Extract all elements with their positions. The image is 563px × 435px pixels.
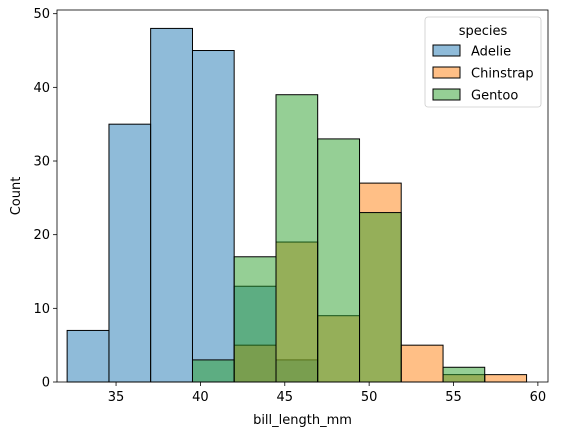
- y-axis-label: Count: [9, 177, 24, 216]
- legend-items: Adelie Chinstrap Gentoo: [432, 44, 534, 104]
- x-tick-label: 40: [192, 390, 209, 405]
- bar-chinstrap-8: [400, 344, 444, 383]
- y-tick-label: 0: [42, 376, 50, 391]
- bar-adelie-2: [150, 27, 193, 383]
- bar-gentoo-9: [442, 366, 486, 383]
- bar-gentoo-6: [317, 138, 361, 383]
- legend-swatch-chinstrap: [432, 66, 461, 79]
- bar-adelie-0: [66, 329, 110, 383]
- legend-title: species: [459, 24, 508, 39]
- bar-gentoo-7: [359, 212, 402, 383]
- y-tick-label: 10: [33, 302, 50, 317]
- x-tick-label: 45: [277, 390, 294, 405]
- y-axis-ticks: 0 10 20 30 40 50: [33, 7, 57, 391]
- x-tick-label: 60: [530, 390, 547, 405]
- plot-area: 35 40 45 50 55 60 0 10 20 30 40 50: [33, 7, 549, 405]
- x-axis-label: bill_length_mm: [253, 413, 352, 428]
- bar-gentoo-3: [191, 359, 235, 383]
- legend-swatch-gentoo: [432, 88, 461, 101]
- legend-label-chinstrap: Chinstrap: [471, 67, 534, 82]
- legend-label-adelie: Adelie: [471, 45, 511, 60]
- bar-adelie-1: [108, 123, 152, 383]
- legend-box: [424, 16, 542, 108]
- axes-frame: [56, 9, 549, 383]
- bars-layer: [66, 27, 528, 383]
- x-tick-label: 50: [361, 390, 378, 405]
- bar-adelie-3: [191, 50, 235, 383]
- series-gentoo: [191, 94, 486, 383]
- legend: species Adelie Chinstrap Gentoo: [424, 16, 542, 108]
- y-tick-label: 40: [33, 81, 50, 96]
- y-tick-label: 20: [33, 228, 50, 243]
- y-tick-label: 30: [33, 155, 50, 170]
- x-tick-label: 55: [445, 390, 462, 405]
- x-axis-ticks: 35 40 45 50 55 60: [108, 382, 546, 405]
- bar-chinstrap-10: [484, 374, 528, 383]
- legend-label-gentoo: Gentoo: [471, 89, 518, 104]
- bar-gentoo-5: [275, 94, 319, 383]
- y-tick-label: 50: [33, 7, 50, 22]
- bar-gentoo-4: [233, 256, 277, 383]
- legend-swatch-adelie: [432, 44, 461, 57]
- x-tick-label: 35: [108, 390, 125, 405]
